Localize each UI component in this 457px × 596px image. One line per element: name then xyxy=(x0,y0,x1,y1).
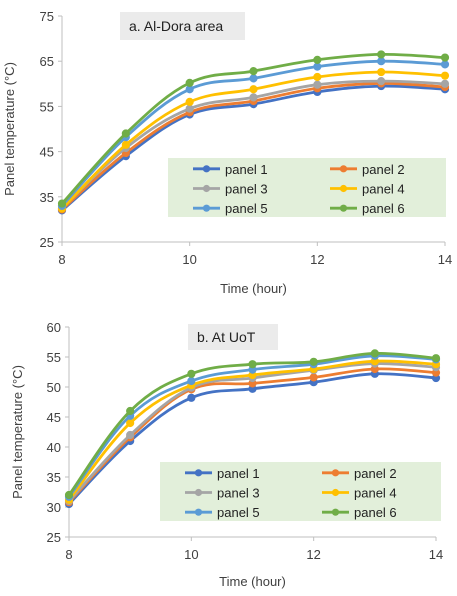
x-axis-title: Time (hour) xyxy=(219,574,286,589)
chart-a-al-dora: 25 35 45 55 65 75 8 10 12 14 Time (hour) Panel temp… xyxy=(2,9,452,296)
legend-swatch-marker xyxy=(202,184,211,193)
data-point xyxy=(313,62,322,71)
y-tick-label: 75 xyxy=(40,9,54,24)
y-tick-label: 65 xyxy=(40,54,54,69)
x-tick-label: 12 xyxy=(306,547,320,562)
data-point xyxy=(313,55,322,64)
data-point xyxy=(309,357,318,366)
data-point xyxy=(187,369,196,378)
legend-swatch-marker xyxy=(339,165,348,173)
y-tick-label: 60 xyxy=(47,320,61,335)
legend-label: panel 1 xyxy=(217,466,260,481)
x-tick-label: 8 xyxy=(58,252,65,267)
x-tick-label: 10 xyxy=(182,252,196,267)
data-point xyxy=(313,80,322,89)
legend-label: panel 2 xyxy=(362,162,405,177)
chart-title: b. At UoT xyxy=(197,329,256,345)
y-tick-label: 55 xyxy=(47,350,61,365)
legend-swatch-marker xyxy=(339,184,348,193)
y-tick-label: 40 xyxy=(47,440,61,455)
data-point xyxy=(185,104,194,113)
data-point xyxy=(185,97,194,106)
data-point xyxy=(187,376,196,386)
y-tick-label: 55 xyxy=(40,99,54,114)
data-point xyxy=(377,76,386,86)
y-tick-label: 50 xyxy=(47,380,61,395)
data-point xyxy=(64,490,74,500)
legend-swatch-marker xyxy=(331,508,340,516)
y-tick-label: 35 xyxy=(47,470,61,485)
data-point xyxy=(126,430,135,440)
legend-swatch-marker xyxy=(202,165,211,173)
data-point xyxy=(126,406,135,416)
y-tick-label: 35 xyxy=(40,190,54,205)
data-point xyxy=(249,74,258,83)
y-tick-label: 30 xyxy=(47,500,61,515)
data-point xyxy=(185,78,194,87)
x-axis-title: Time (hour) xyxy=(220,281,287,296)
x-tick-label: 10 xyxy=(184,547,198,562)
data-point xyxy=(126,418,135,428)
x-tick-label: 14 xyxy=(438,252,452,267)
legend-swatch-marker xyxy=(194,488,203,497)
y-axis-title: Panel temperature (°C) xyxy=(2,62,17,196)
legend-label: panel 4 xyxy=(354,486,397,501)
legend-label: panel 5 xyxy=(225,201,268,216)
legend-label: panel 5 xyxy=(217,505,260,520)
data-point xyxy=(249,67,258,76)
data-point xyxy=(121,140,130,149)
legend-swatch-marker xyxy=(194,469,203,477)
data-point xyxy=(440,79,450,88)
legend-label: panel 1 xyxy=(225,162,268,177)
data-point xyxy=(57,199,67,208)
legend-label: panel 2 xyxy=(354,466,397,481)
y-tick-label: 45 xyxy=(40,145,54,160)
data-point xyxy=(187,393,196,402)
y-tick-label: 25 xyxy=(47,530,61,545)
legend-swatch-marker xyxy=(339,204,348,212)
data-point xyxy=(249,93,258,102)
legend-swatch-marker xyxy=(202,204,211,212)
x-tick-label: 8 xyxy=(65,547,72,562)
data-point xyxy=(440,60,450,69)
legend-label: panel 4 xyxy=(362,182,405,197)
chart-b-uot: 25 30 35 40 45 50 55 60 8 10 12 14 Time (hour) Panel … xyxy=(10,320,443,589)
y-tick-label: 45 xyxy=(47,410,61,425)
y-tick-label: 25 xyxy=(40,235,54,250)
data-point xyxy=(377,67,386,77)
x-tick-label: 14 xyxy=(429,547,443,562)
title-box xyxy=(188,324,278,350)
chart-title: a. Al-Dora area xyxy=(129,18,223,34)
data-point xyxy=(440,53,450,62)
data-point xyxy=(377,50,386,59)
legend-label: panel 3 xyxy=(225,182,268,197)
data-point xyxy=(248,360,257,369)
y-axis-title: Panel temperature (°C) xyxy=(10,365,25,499)
legend-label: panel 6 xyxy=(354,505,397,520)
legend-swatch-marker xyxy=(194,508,203,516)
legend-label: panel 6 xyxy=(362,201,405,216)
legend-swatch-marker xyxy=(331,488,340,497)
data-point xyxy=(121,129,130,138)
data-point xyxy=(309,373,318,382)
data-point xyxy=(313,72,322,82)
title-box xyxy=(120,12,245,40)
legend-label: panel 3 xyxy=(217,486,260,501)
data-point xyxy=(377,57,386,66)
data-point xyxy=(440,71,450,80)
data-point xyxy=(431,354,441,363)
legend-swatch-marker xyxy=(331,469,340,477)
x-tick-label: 12 xyxy=(310,252,324,267)
data-point xyxy=(370,349,379,358)
data-point xyxy=(249,85,258,94)
